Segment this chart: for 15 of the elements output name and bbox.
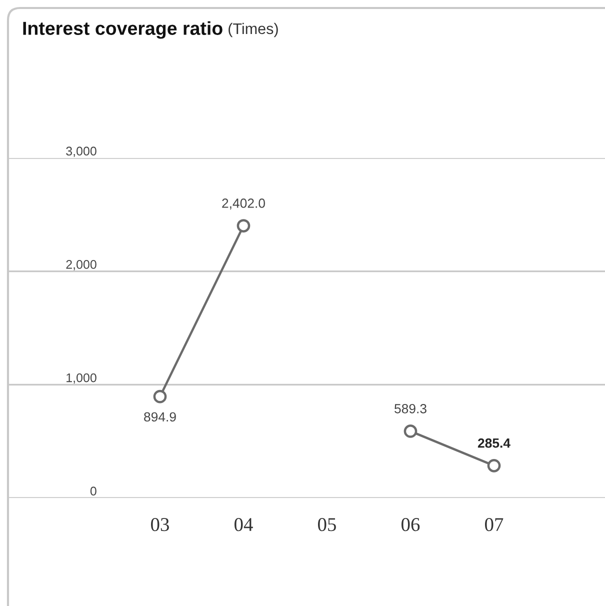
data-label: 894.9 xyxy=(144,412,176,422)
data-label: 285.4 xyxy=(478,438,510,448)
chart-title: Interest coverage ratio xyxy=(23,21,222,39)
x-tick-label: 07 xyxy=(485,518,504,532)
y-tick-label: 0 xyxy=(90,486,96,496)
y-tick-label: 2,000 xyxy=(66,260,96,270)
data-label: 589.3 xyxy=(394,404,426,414)
y-tick-label: 3,000 xyxy=(66,146,96,158)
y-tick-label: 1,000 xyxy=(66,373,96,384)
x-tick-label: 06 xyxy=(402,518,420,532)
x-tick-label: 05 xyxy=(318,518,336,532)
x-tick-label: 04 xyxy=(234,518,253,532)
chart-subtitle: (Times) xyxy=(228,22,278,38)
data-label: 2,402.0 xyxy=(222,198,265,210)
x-tick-label: 03 xyxy=(151,518,169,532)
